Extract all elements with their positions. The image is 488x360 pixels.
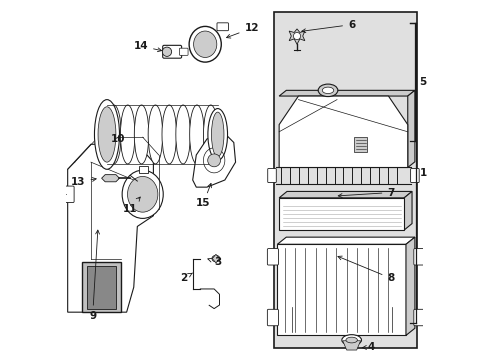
Text: 12: 12 bbox=[226, 23, 259, 38]
Ellipse shape bbox=[211, 112, 224, 157]
Polygon shape bbox=[407, 90, 414, 167]
FancyBboxPatch shape bbox=[267, 309, 278, 326]
Polygon shape bbox=[404, 192, 411, 230]
Text: 1: 1 bbox=[419, 168, 427, 178]
Ellipse shape bbox=[207, 109, 227, 160]
Polygon shape bbox=[279, 96, 407, 167]
Ellipse shape bbox=[162, 105, 176, 164]
Ellipse shape bbox=[134, 105, 148, 164]
Polygon shape bbox=[342, 341, 360, 350]
FancyBboxPatch shape bbox=[410, 168, 418, 183]
Ellipse shape bbox=[120, 105, 135, 164]
Ellipse shape bbox=[106, 105, 121, 164]
Polygon shape bbox=[405, 237, 414, 336]
Ellipse shape bbox=[122, 170, 163, 219]
FancyBboxPatch shape bbox=[179, 48, 188, 55]
Ellipse shape bbox=[189, 26, 221, 62]
Text: 7: 7 bbox=[338, 188, 394, 198]
FancyBboxPatch shape bbox=[163, 45, 181, 58]
Polygon shape bbox=[87, 266, 116, 309]
Polygon shape bbox=[102, 175, 119, 182]
FancyBboxPatch shape bbox=[267, 168, 276, 183]
Text: 9: 9 bbox=[89, 230, 100, 321]
Polygon shape bbox=[277, 237, 414, 244]
Ellipse shape bbox=[318, 84, 337, 96]
Text: 13: 13 bbox=[71, 177, 96, 187]
FancyBboxPatch shape bbox=[413, 309, 423, 326]
FancyBboxPatch shape bbox=[217, 23, 228, 31]
FancyBboxPatch shape bbox=[279, 198, 404, 230]
Circle shape bbox=[293, 32, 300, 40]
Text: 14: 14 bbox=[133, 41, 161, 52]
FancyBboxPatch shape bbox=[353, 137, 366, 152]
Ellipse shape bbox=[94, 100, 119, 169]
Polygon shape bbox=[288, 29, 304, 44]
FancyBboxPatch shape bbox=[65, 186, 74, 203]
Text: 10: 10 bbox=[110, 134, 124, 144]
Text: 15: 15 bbox=[196, 184, 211, 208]
FancyBboxPatch shape bbox=[277, 244, 405, 336]
Polygon shape bbox=[279, 192, 411, 198]
Ellipse shape bbox=[322, 87, 333, 94]
Ellipse shape bbox=[127, 176, 158, 212]
Text: 3: 3 bbox=[207, 257, 221, 267]
Ellipse shape bbox=[341, 335, 361, 345]
FancyBboxPatch shape bbox=[413, 249, 423, 265]
Ellipse shape bbox=[98, 107, 116, 162]
Polygon shape bbox=[279, 90, 414, 96]
Ellipse shape bbox=[203, 105, 218, 164]
Ellipse shape bbox=[345, 337, 357, 343]
Polygon shape bbox=[67, 144, 153, 312]
Polygon shape bbox=[192, 134, 235, 187]
Circle shape bbox=[162, 47, 171, 57]
Text: 2: 2 bbox=[180, 273, 192, 283]
Text: 8: 8 bbox=[337, 256, 394, 283]
FancyBboxPatch shape bbox=[267, 249, 278, 265]
Text: 5: 5 bbox=[419, 77, 426, 87]
Text: 6: 6 bbox=[301, 19, 354, 33]
Ellipse shape bbox=[212, 255, 220, 262]
Ellipse shape bbox=[176, 105, 190, 164]
Text: 4: 4 bbox=[361, 342, 374, 352]
Polygon shape bbox=[212, 254, 219, 263]
Polygon shape bbox=[82, 262, 121, 312]
Circle shape bbox=[207, 154, 220, 167]
Ellipse shape bbox=[189, 105, 204, 164]
FancyBboxPatch shape bbox=[139, 166, 148, 173]
FancyBboxPatch shape bbox=[273, 12, 416, 348]
Text: 11: 11 bbox=[122, 197, 140, 213]
Ellipse shape bbox=[193, 31, 216, 58]
Ellipse shape bbox=[148, 105, 163, 164]
